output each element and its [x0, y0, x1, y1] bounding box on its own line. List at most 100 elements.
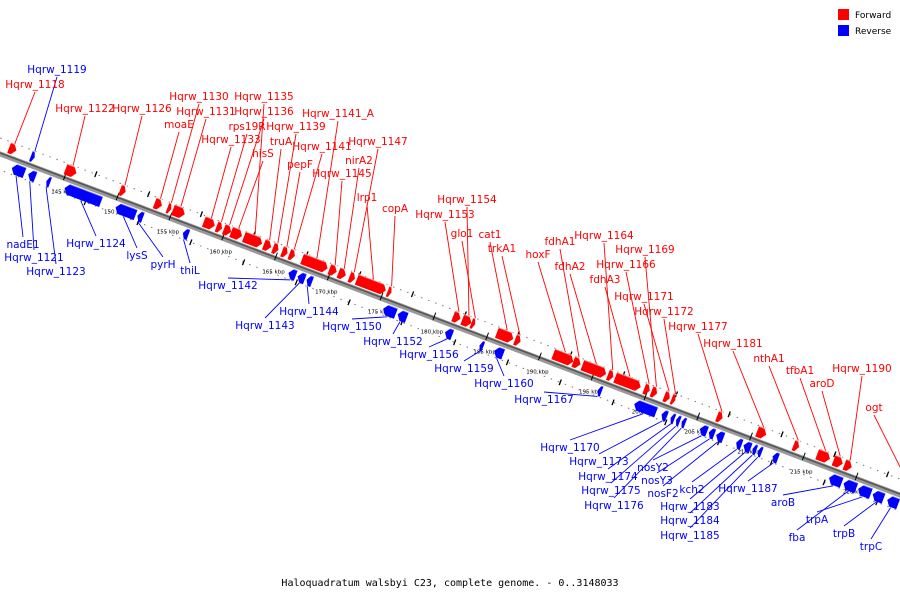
gene-label[interactable]: nosF2 [647, 488, 678, 500]
gene-arrow[interactable] [241, 230, 265, 249]
gene-arrow[interactable] [44, 175, 53, 188]
gene-arrow[interactable] [63, 182, 104, 207]
gene-label[interactable]: Hqrw_1152 [363, 336, 422, 348]
gene-label[interactable]: Hqrw_1135 [234, 91, 293, 103]
gene-label[interactable]: nirA2 [345, 155, 373, 167]
gene-arrow[interactable] [201, 215, 218, 230]
gene-arrow[interactable] [271, 241, 281, 255]
gene-label[interactable]: fdhA2 [555, 261, 586, 273]
gene-label[interactable]: aroB [771, 497, 795, 509]
gene-arrow[interactable] [669, 392, 678, 406]
gene-label[interactable]: Hqrw_1176 [584, 500, 644, 512]
gene-arrow[interactable] [118, 183, 128, 197]
gene-label[interactable]: ogt [865, 402, 882, 414]
gene-label[interactable]: moaE [164, 119, 194, 131]
gene-arrow[interactable] [571, 355, 583, 369]
gene-label[interactable]: Hqrw_1142 [198, 280, 257, 292]
gene-arrow[interactable] [885, 494, 900, 510]
gene-label[interactable]: Hqrw_1121 [4, 252, 63, 264]
gene-arrow[interactable] [451, 310, 463, 324]
gene-label[interactable]: fba [789, 532, 806, 544]
gene-label[interactable]: Hqrw_1177 [668, 321, 727, 333]
gene-label[interactable]: tfbA1 [786, 365, 814, 377]
gene-label[interactable]: Hqrw_1122 [55, 103, 114, 115]
gene-arrow[interactable] [300, 252, 330, 274]
gene-label[interactable]: Hqrw_1153 [415, 209, 474, 221]
gene-label[interactable]: Hqrw_1184 [660, 515, 720, 527]
gene-label[interactable]: Hqrw_1154 [437, 194, 497, 206]
gene-arrow[interactable] [698, 422, 710, 437]
gene-arrow[interactable] [229, 226, 245, 241]
gene-label[interactable]: cat1 [478, 229, 501, 241]
gene-label[interactable]: nosY3 [641, 475, 673, 487]
gene-arrow[interactable] [613, 371, 643, 392]
gene-label[interactable]: Hqrw_1173 [569, 456, 628, 468]
gene-label[interactable]: kch2 [679, 484, 704, 496]
gene-arrow[interactable] [871, 488, 886, 504]
gene-arrow[interactable] [381, 302, 399, 319]
gene-arrow[interactable] [680, 416, 688, 429]
gene-label[interactable]: Hqrw_1141 [292, 141, 351, 153]
gene-label[interactable]: Hqrw_1139 [266, 121, 325, 133]
gene-arrow[interactable] [580, 359, 609, 379]
gene-arrow[interactable] [336, 266, 349, 280]
gene-arrow[interactable] [443, 326, 455, 341]
gene-arrow[interactable] [605, 368, 616, 382]
gene-arrow[interactable] [494, 326, 516, 344]
gene-arrow[interactable] [669, 411, 677, 425]
gene-arrow[interactable] [596, 384, 604, 397]
gene-arrow[interactable] [734, 436, 744, 450]
gene-label[interactable]: lysS [126, 250, 148, 262]
gene-label[interactable]: Hqrw_1185 [660, 530, 719, 542]
gene-label[interactable]: hoxF [525, 249, 550, 261]
gene-arrow[interactable] [660, 408, 670, 422]
gene-label[interactable]: Hqrw_1126 [112, 103, 172, 115]
gene-arrow[interactable] [114, 201, 138, 221]
gene-label[interactable]: hisS [252, 148, 274, 160]
gene-label[interactable]: Hqrw_1118 [5, 79, 64, 91]
gene-label[interactable]: Hqrw_1136 [234, 106, 294, 118]
gene-label[interactable]: Hqrw_1119 [27, 64, 86, 76]
gene-arrow[interactable] [287, 248, 298, 261]
gene-label[interactable]: aroD [809, 378, 834, 390]
gene-label[interactable]: fdhA1 [545, 236, 576, 248]
gene-arrow[interactable] [771, 450, 781, 464]
gene-arrow[interactable] [460, 313, 474, 328]
gene-label[interactable]: rps19R [228, 121, 265, 133]
gene-label[interactable]: Hqrw_1147 [348, 136, 407, 148]
gene-arrow[interactable] [280, 245, 290, 258]
gene-arrow[interactable] [742, 439, 753, 454]
gene-label[interactable]: lrp1 [357, 192, 378, 204]
gene-label[interactable]: Hqrw_1124 [66, 238, 126, 250]
gene-arrow[interactable] [296, 270, 308, 285]
gene-arrow[interactable] [827, 471, 844, 488]
gene-label[interactable]: nthA1 [753, 353, 784, 365]
gene-label[interactable]: Hqrw_1169 [615, 244, 674, 256]
gene-arrow[interactable] [385, 285, 394, 298]
gene-label[interactable]: trpB [833, 528, 855, 540]
gene-label[interactable]: Hqrw_1181 [703, 338, 762, 350]
gene-label[interactable]: Hqrw_1123 [26, 266, 85, 278]
gene-label[interactable]: Hqrw_1187 [718, 483, 777, 495]
gene-arrow[interactable] [492, 344, 506, 360]
gene-arrow[interactable] [26, 168, 38, 183]
gene-label[interactable]: Hqrw_1144 [279, 306, 339, 318]
gene-label[interactable]: Hqrw_1145 [312, 168, 371, 180]
gene-label[interactable]: Hqrw_1133 [201, 134, 260, 146]
gene-label[interactable]: Hqrw_1170 [540, 442, 599, 454]
gene-arrow[interactable] [649, 385, 660, 398]
gene-label[interactable]: Hqrw_1130 [169, 91, 228, 103]
gene-arrow[interactable] [327, 263, 339, 277]
gene-arrow[interactable] [756, 445, 765, 458]
gene-arrow[interactable] [632, 398, 659, 418]
gene-arrow[interactable] [755, 425, 769, 440]
gene-label[interactable]: copA [382, 203, 409, 215]
gene-arrow[interactable] [214, 220, 225, 233]
gene-arrow[interactable] [287, 266, 298, 281]
gene-arrow[interactable] [642, 382, 652, 395]
gene-label[interactable]: thiL [180, 265, 200, 277]
gene-arrow[interactable] [842, 477, 859, 494]
gene-arrow[interactable] [165, 201, 174, 215]
gene-arrow[interactable] [305, 273, 315, 287]
gene-label[interactable]: Hqrw_1143 [235, 320, 294, 332]
